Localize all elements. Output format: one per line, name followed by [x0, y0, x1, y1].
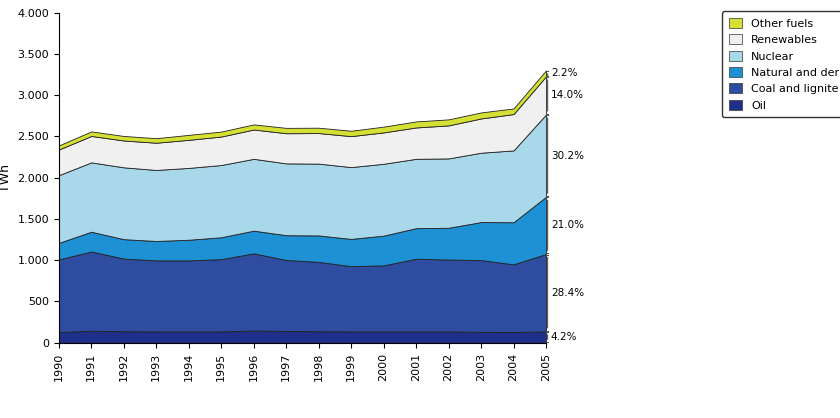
Y-axis label: TWh: TWh [0, 164, 12, 191]
Text: 4.2%: 4.2% [551, 332, 577, 342]
Text: 2.2%: 2.2% [551, 68, 577, 78]
Text: 30.2%: 30.2% [551, 150, 584, 161]
Legend: Other fuels, Renewables, Nuclear, Natural and derived gas, Coal and lignite, Oil: Other fuels, Renewables, Nuclear, Natura… [722, 11, 840, 117]
Text: 14.0%: 14.0% [551, 90, 584, 100]
Text: 21.0%: 21.0% [551, 220, 584, 230]
Text: 28.4%: 28.4% [551, 288, 584, 298]
